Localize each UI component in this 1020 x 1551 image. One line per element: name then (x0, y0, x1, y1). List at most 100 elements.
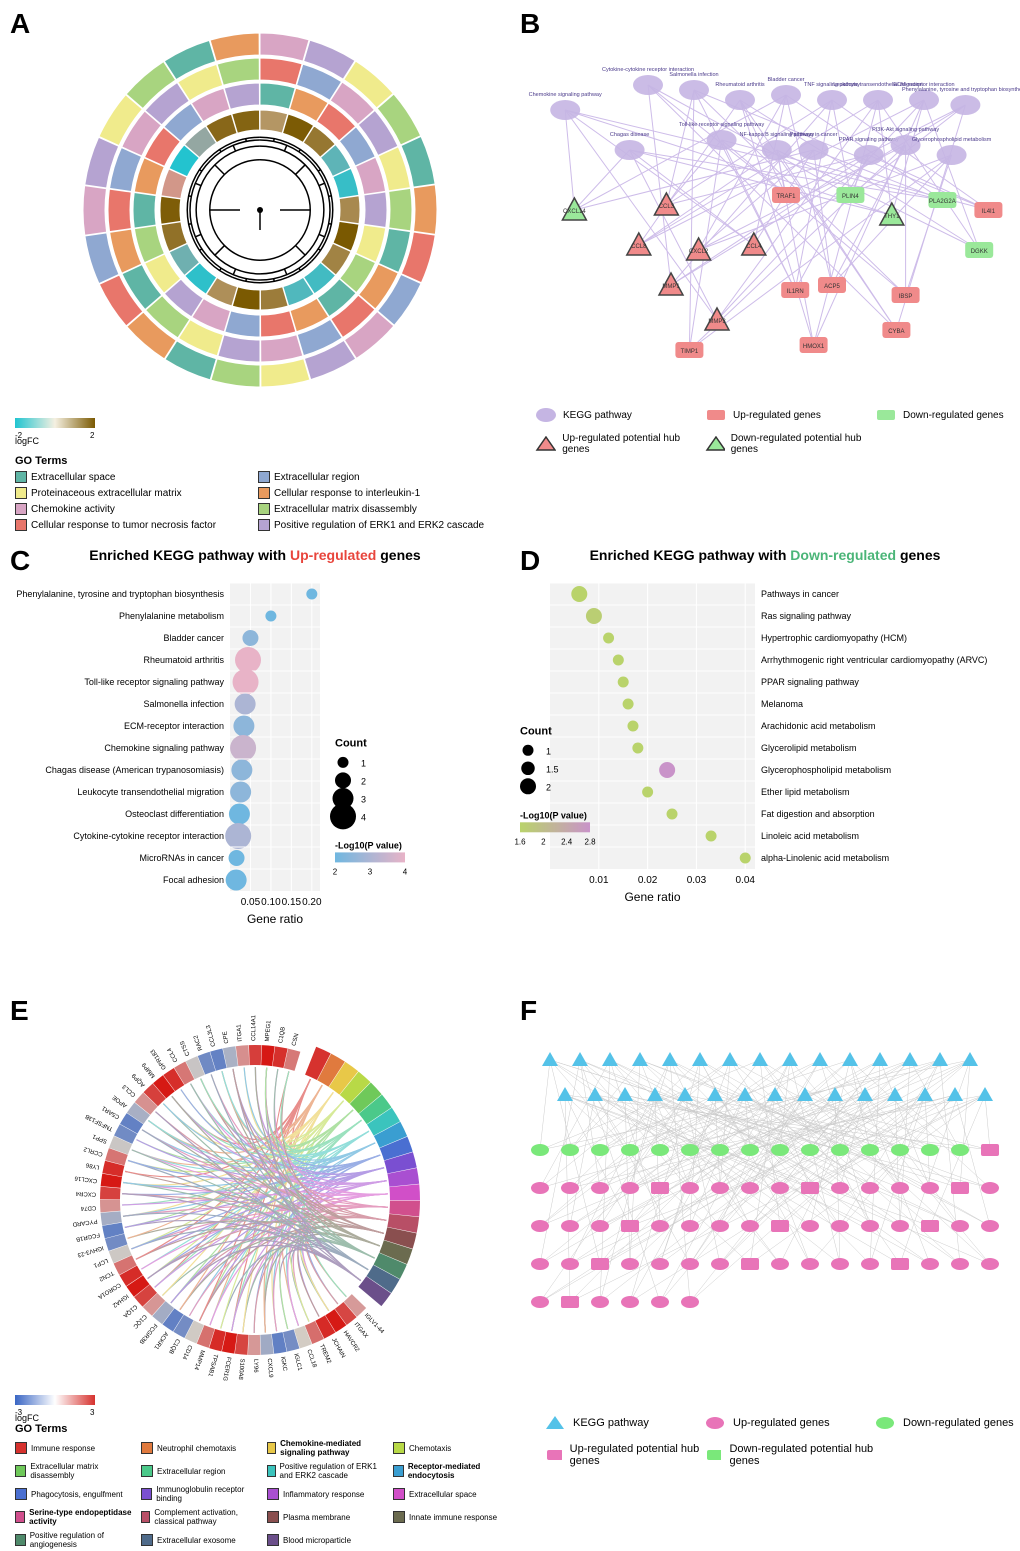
svg-text:APOE: APOE (112, 1094, 129, 1109)
panel-b-legend: KEGG pathwayUp-regulated genesDown-regul… (535, 405, 1020, 457)
svg-text:2.8: 2.8 (584, 837, 596, 846)
legend-swatch: Positive regulation of ERK1 and ERK2 cas… (258, 519, 493, 531)
svg-text:alpha-Linolenic acid metabolis: alpha-Linolenic acid metabolism (761, 853, 889, 863)
svg-text:IGHA2: IGHA2 (111, 1292, 130, 1308)
svg-text:Bladder cancer: Bladder cancer (768, 77, 805, 83)
panel-a-chart (40, 10, 510, 430)
legend-item: Down-regulated potential hub genes (705, 433, 875, 455)
legend-swatch: Extracellular space (15, 471, 250, 483)
svg-text:PLA2G2A: PLA2G2A (929, 199, 956, 205)
svg-text:ACKR1: ACKR1 (152, 1330, 169, 1350)
svg-text:ECM-receptor interaction: ECM-receptor interaction (124, 721, 224, 731)
panel-c: C Enriched KEGG pathway with Up-regulate… (0, 545, 510, 985)
panel-b-network: Chemokine signaling pathwayCytokine-cyto… (510, 30, 1020, 400)
legend-swatch: Extracellular exosome (141, 1531, 263, 1549)
legend-item: Down-regulated potential hub genes (705, 1443, 875, 1467)
svg-text:-Log10(P value): -Log10(P value) (335, 840, 402, 850)
svg-text:1.5: 1.5 (546, 764, 559, 774)
svg-text:JCHAIN: JCHAIN (330, 1337, 346, 1359)
svg-text:Toll-like receptor signaling p: Toll-like receptor signaling pathway (679, 122, 765, 128)
svg-text:C1QB: C1QB (167, 1337, 180, 1354)
svg-text:Count: Count (520, 725, 552, 737)
svg-text:Fat digestion and absorption: Fat digestion and absorption (761, 809, 875, 819)
svg-text:Pathways in cancer: Pathways in cancer (761, 589, 839, 599)
svg-text:LCP1: LCP1 (92, 1257, 109, 1268)
svg-text:IGHV3-23: IGHV3-23 (76, 1244, 104, 1258)
svg-text:Salmonella infection: Salmonella infection (143, 699, 224, 709)
legend-swatch: Innate immune response (393, 1508, 515, 1526)
panel-a-legend-title: GO Terms (15, 455, 493, 467)
svg-text:CCL4: CCL4 (746, 244, 762, 250)
panel-e-go-legend: GO Terms Immune responseNeutrophil chemo… (15, 1423, 515, 1551)
legend-swatch: Receptor-mediated endocytosis (393, 1462, 515, 1480)
svg-text:LY86: LY86 (85, 1161, 100, 1170)
legend-swatch: Immunoglobulin receptor binding (141, 1485, 263, 1503)
svg-text:CCL8: CCL8 (631, 244, 647, 250)
svg-text:2: 2 (541, 837, 546, 846)
svg-text:1: 1 (361, 758, 366, 768)
panel-a-go-legend: GO Terms Extracellular space Extracellula… (15, 455, 493, 533)
svg-text:1: 1 (546, 746, 551, 756)
svg-text:3: 3 (368, 867, 373, 876)
svg-text:Glycerophospholipid metabolism: Glycerophospholipid metabolism (761, 765, 891, 775)
legend-swatch: Phagocytosis, engulfment (15, 1485, 137, 1503)
svg-text:Gene ratio: Gene ratio (247, 912, 303, 926)
svg-text:Chagas disease: Chagas disease (610, 132, 649, 138)
svg-text:S100A8: S100A8 (237, 1358, 245, 1380)
svg-text:THY1: THY1 (884, 214, 900, 220)
svg-text:TRAF1: TRAF1 (776, 194, 796, 200)
svg-text:C1QB: C1QB (278, 1027, 287, 1044)
svg-text:Count: Count (335, 737, 367, 749)
panel-a-logfc-scale: -22 logFC (15, 418, 115, 446)
svg-text:0.10: 0.10 (261, 897, 281, 908)
svg-text:Glycerolipid metabolism: Glycerolipid metabolism (761, 743, 857, 753)
svg-text:AQP9: AQP9 (131, 1072, 147, 1088)
svg-text:CCL3: CCL3 (121, 1083, 137, 1098)
panel-d-title: Enriched KEGG pathway with Down-regulate… (510, 547, 1020, 563)
legend-item: KEGG pathway (545, 1415, 705, 1431)
legend-item: Up-regulated potential hub genes (535, 433, 705, 455)
svg-text:IGLC1: IGLC1 (292, 1353, 302, 1372)
svg-text:Rheumatoid arthritis: Rheumatoid arthritis (715, 82, 764, 88)
svg-text:CD14: CD14 (180, 1344, 192, 1361)
svg-text:ITGAX: ITGAX (353, 1322, 369, 1340)
svg-text:Arachidonic acid metabolism: Arachidonic acid metabolism (761, 721, 876, 731)
svg-text:2.4: 2.4 (561, 837, 573, 846)
svg-text:CD74: CD74 (80, 1204, 96, 1211)
legend-item: Up-regulated genes (705, 407, 875, 423)
svg-text:Cytokine-cytokine receptor int: Cytokine-cytokine receptor interaction (73, 831, 224, 841)
svg-text:PPAR signaling pathway: PPAR signaling pathway (761, 677, 859, 687)
legend-swatch: Immune response (15, 1439, 137, 1457)
panel-a-label: A (10, 8, 30, 40)
svg-text:IL4I1: IL4I1 (982, 209, 996, 215)
svg-text:Hypertrophic cardiomyopathy (H: Hypertrophic cardiomyopathy (HCM) (761, 633, 907, 643)
svg-text:IBSP: IBSP (899, 294, 913, 300)
panel-c-title: Enriched KEGG pathway with Up-regulated … (0, 547, 510, 563)
legend-swatch: Proteinaceous extracellular matrix (15, 487, 250, 499)
svg-text:TREM2: TREM2 (318, 1344, 332, 1366)
legend-swatch: Blood microparticle (267, 1531, 389, 1549)
panel-e-legend-title: GO Terms (15, 1423, 515, 1435)
svg-text:Salmonella infection: Salmonella infection (669, 72, 718, 78)
panel-d: D Enriched KEGG pathway with Down-regula… (510, 545, 1020, 985)
svg-text:Ether lipid metabolism: Ether lipid metabolism (761, 787, 850, 797)
svg-text:MMP9: MMP9 (141, 1061, 157, 1079)
svg-text:Focal adhesion: Focal adhesion (163, 875, 224, 885)
legend-swatch: Extracellular space (393, 1485, 515, 1503)
legend-swatch: Extracellular region (141, 1462, 263, 1480)
svg-text:Osteoclast differentiation: Osteoclast differentiation (125, 809, 224, 819)
legend-swatch: Extracellular matrix disassembly (258, 503, 493, 515)
svg-text:IGKC: IGKC (279, 1356, 287, 1372)
svg-text:ITGA1: ITGA1 (236, 1023, 243, 1041)
svg-text:0.02: 0.02 (638, 875, 658, 886)
svg-text:TIMP1: TIMP1 (681, 349, 699, 355)
svg-text:TCN2: TCN2 (97, 1269, 114, 1282)
svg-text:PI3K-Akt signaling pathway: PI3K-Akt signaling pathway (872, 127, 939, 133)
svg-text:CPE: CPE (222, 1031, 230, 1044)
legend-swatch: Extracellular matrix disassembly (15, 1462, 137, 1480)
svg-text:0.04: 0.04 (736, 875, 756, 886)
svg-text:4: 4 (403, 867, 408, 876)
legend-item: Down-regulated genes (875, 1415, 1020, 1431)
svg-text:3: 3 (90, 1408, 95, 1415)
svg-text:Rheumatoid arthritis: Rheumatoid arthritis (143, 655, 224, 665)
